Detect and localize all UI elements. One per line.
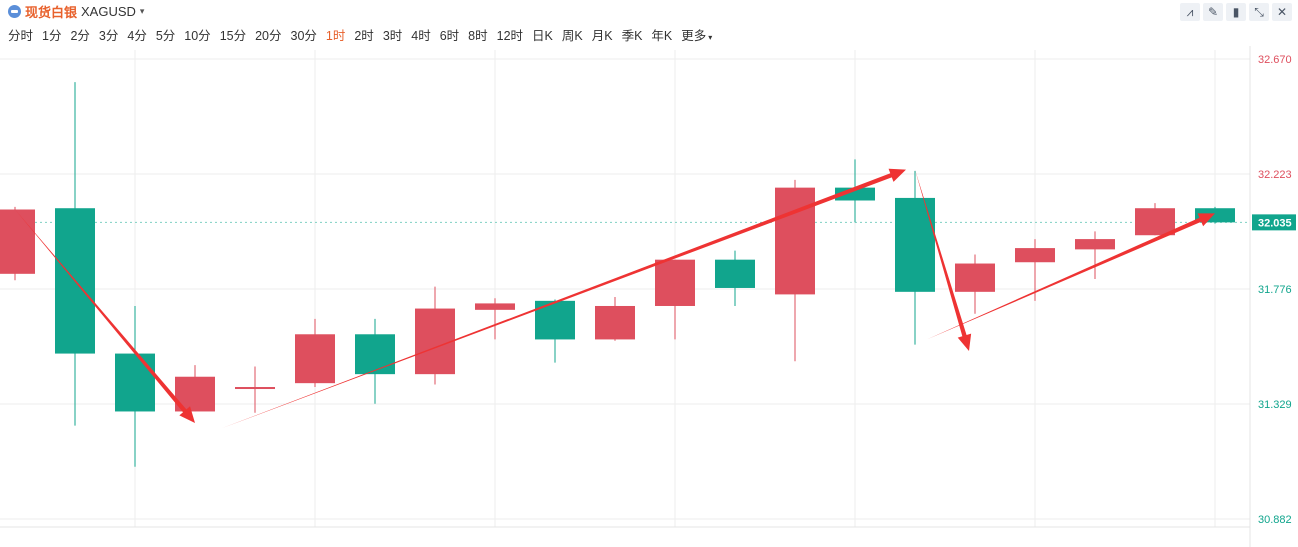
tab-period-5[interactable]: 5分 <box>155 29 176 43</box>
tab-period-0[interactable]: 分时 <box>8 29 34 43</box>
candle-body <box>475 303 515 310</box>
line-tool-icon[interactable]: ⩘ <box>1180 3 1200 21</box>
tab-period-15[interactable]: 8时 <box>468 29 488 43</box>
tab-period-16[interactable]: 12时 <box>496 29 524 43</box>
y-tick-label: 32.670 <box>1258 54 1292 66</box>
trend-arrow-0 <box>15 209 195 424</box>
tab-period-9[interactable]: 30分 <box>290 29 317 43</box>
candle-body <box>1075 239 1115 250</box>
tab-period-7[interactable]: 15分 <box>219 29 247 43</box>
current-price-tag <box>1252 214 1296 231</box>
candle-body <box>115 353 155 412</box>
trend-arrow-2 <box>915 169 972 352</box>
candle-type-icon[interactable]: ▮ <box>1226 3 1246 21</box>
chevron-down-icon: ▾ <box>708 33 713 42</box>
current-price-label: 32.035 <box>1258 217 1292 229</box>
chart-header: 现货白银 XAGUSD ▾ ⩘ ✎ ▮ ⤡ ✕ <box>0 0 1298 22</box>
chart-toolbar: ⩘ ✎ ▮ ⤡ ✕ <box>1180 3 1292 21</box>
tab-period-13[interactable]: 4时 <box>411 29 431 43</box>
candle-4 <box>235 366 275 413</box>
candle-body <box>1135 208 1175 236</box>
tab-period-20[interactable]: 季K <box>621 29 643 43</box>
candle-body <box>955 263 995 292</box>
candle-0 <box>0 206 35 281</box>
trend-arrow-3 <box>927 213 1215 340</box>
candles <box>0 82 1235 467</box>
chevron-down-icon: ▾ <box>139 5 145 16</box>
candle-body <box>775 187 815 295</box>
candle-12 <box>715 250 755 306</box>
close-icon[interactable]: ✕ <box>1272 3 1292 21</box>
collapse-icon[interactable]: ⤡ <box>1249 3 1269 21</box>
candle-body <box>595 305 635 340</box>
chart-grid <box>0 46 1251 547</box>
tab-period-2[interactable]: 2分 <box>70 29 90 43</box>
y-tick-label: 32.223 <box>1258 169 1292 181</box>
tab-period-12[interactable]: 3时 <box>382 29 403 43</box>
draw-tool-icon[interactable]: ✎ <box>1203 3 1223 21</box>
candle-1 <box>55 82 95 426</box>
tab-period-8[interactable]: 20分 <box>255 29 282 43</box>
candle-17 <box>1015 239 1055 301</box>
candle-15 <box>895 170 935 345</box>
candle-body <box>715 259 755 288</box>
candle-19 <box>1135 203 1175 236</box>
candle-body <box>1015 248 1055 263</box>
tab-period-10[interactable]: 1时 <box>325 29 346 43</box>
y-tick-label: 31.329 <box>1258 399 1292 411</box>
tab-period-21[interactable]: 年K <box>651 29 673 43</box>
candle-body <box>0 209 35 274</box>
candle-body <box>415 308 455 375</box>
tab-period-11[interactable]: 2时 <box>354 29 374 43</box>
candle-8 <box>475 298 515 340</box>
silver-logo-icon <box>8 4 21 18</box>
tab-period-1[interactable]: 1分 <box>42 29 62 43</box>
tab-period-22[interactable]: 更多 ▾ <box>681 29 713 43</box>
candle-7 <box>415 286 455 385</box>
symbol-name: 现货白银 <box>25 4 78 20</box>
candle-body <box>235 387 275 390</box>
candle-9 <box>535 299 575 363</box>
tab-period-19[interactable]: 月K <box>591 29 613 43</box>
candle-11 <box>655 259 695 340</box>
price-axis: 32.670 32.223 31.776 31.329 30.882 32.035 <box>1252 54 1296 526</box>
symbol-selector[interactable]: 现货白银 XAGUSD ▾ <box>8 2 144 20</box>
tab-period-17[interactable]: 日K <box>532 29 553 43</box>
candle-2 <box>115 305 155 467</box>
tab-period-6[interactable]: 10分 <box>184 29 211 43</box>
candle-5 <box>295 318 335 388</box>
candle-10 <box>595 296 635 341</box>
candle-6 <box>355 318 395 404</box>
candle-body <box>895 197 935 292</box>
candle-body <box>295 334 335 384</box>
candle-16 <box>955 254 995 314</box>
trend-arrows <box>15 168 1215 429</box>
candle-18 <box>1075 231 1115 279</box>
tab-period-18[interactable]: 周K <box>561 29 583 43</box>
y-tick-label: 30.882 <box>1258 514 1292 526</box>
symbol-code: XAGUSD <box>81 3 136 19</box>
y-tick-label: 31.776 <box>1258 284 1292 296</box>
period-tabs: 分时 1分 2分 3分 4分 5分 10分 15分 20分 30分 1时 2时 3时 4时 6时 8时 12时日… <box>8 25 721 44</box>
tab-period-3[interactable]: 3分 <box>98 29 119 43</box>
candle-body <box>355 334 395 375</box>
trend-arrow-1 <box>222 168 906 429</box>
candle-body <box>655 259 695 306</box>
tab-period-4[interactable]: 4分 <box>127 29 147 43</box>
tab-period-14[interactable]: 6时 <box>439 29 460 43</box>
